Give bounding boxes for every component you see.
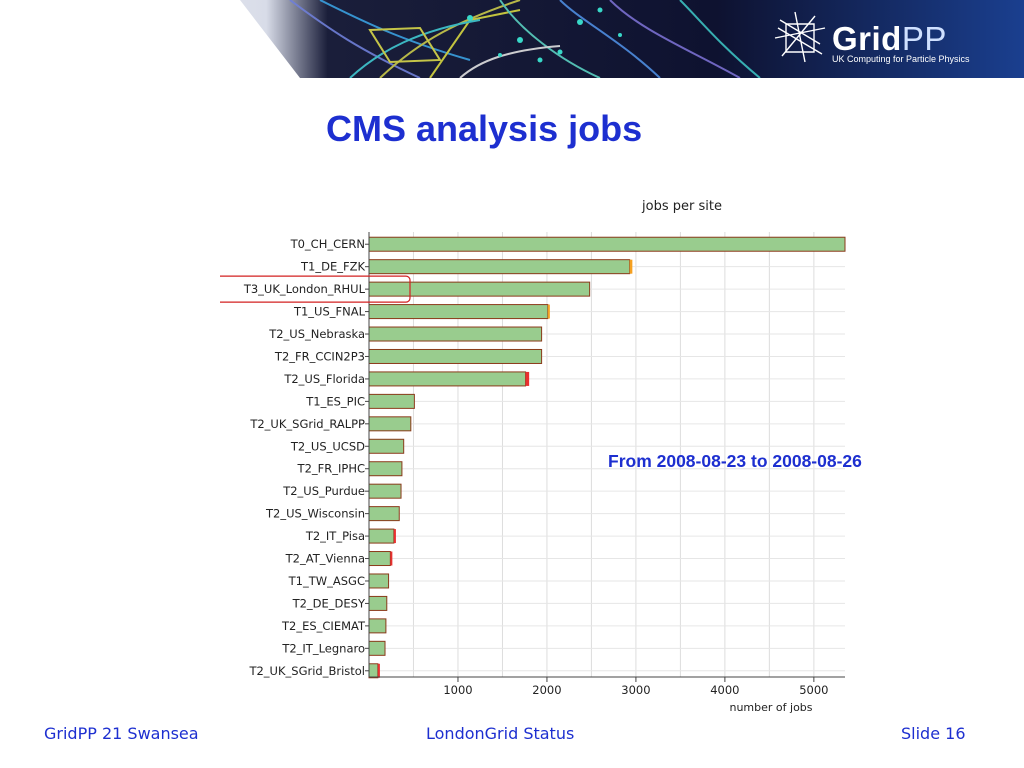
bar-t2-us-purdue [368,483,402,499]
bar-t2-fr-ccin2p3 [368,348,543,364]
bar-t1-tw-asgc [368,573,390,589]
bar-cap-t2-it-pisa [393,529,396,544]
category-label: T1_DE_FZK [300,260,365,274]
chart-x-ticks: 1000 2000 3000 4000 5000 [443,677,829,697]
x-tick-label: 5000 [799,683,828,697]
date-range-note: From 2008-08-23 to 2008-08-26 [608,451,862,471]
category-label: T3_UK_London_RHUL [243,282,366,296]
category-label: T2_ES_CIEMAT [281,619,366,633]
logo-subtitle: UK Computing for Particle Physics [832,54,970,64]
bar-t1-us-fnal [368,304,549,320]
bar-t0-ch-cern [368,236,846,252]
category-label: T2_DE_DESY [292,596,366,610]
highlight-box [220,275,411,303]
bar-cap-t2-us-florida [525,371,530,386]
chart-x-axis-label: number of jobs [729,701,812,714]
bar-t1-es-pic [368,393,415,409]
category-label: T2_AT_Vienna [285,552,365,566]
bar-t2-us-ucsd [368,438,405,454]
category-label: T0_CH_CERN [290,237,365,251]
category-label: T2_FR_IPHC [297,462,365,476]
bar-t2-fr-iphc [368,461,403,477]
x-tick-label: 3000 [621,683,650,697]
footer-event: GridPP 21 Swansea [44,724,199,743]
bar-t2-de-desy [368,595,388,611]
category-label: T2_US_Nebraska [268,327,365,341]
chart-title: jobs per site [641,199,722,214]
category-label: T2_US_Purdue [282,484,365,498]
bar-t2-uk-sgrid-ralpp [368,416,412,432]
slide-title: CMS analysis jobs [326,108,643,149]
bar-t3-uk-london-rhul [368,281,591,297]
x-tick-label: 4000 [710,683,739,697]
category-label: T2_FR_CCIN2P3 [274,349,365,363]
x-tick-label: 2000 [532,683,561,697]
category-label: T2_UK_SGrid_Bristol [248,664,365,678]
x-tick-label: 1000 [443,683,472,697]
bar-t2-at-vienna [368,551,391,567]
bar-t1-de-fzk [368,259,631,275]
bar-t2-it-legnaro [368,640,386,656]
bar-cap-t1-de-fzk [629,259,633,274]
bar-t2-us-wisconsin [368,506,400,522]
category-label: T1_TW_ASGC [288,574,365,588]
category-label: T2_IT_Pisa [305,529,365,543]
bar-cap-t2-at-vienna [390,551,393,566]
bar-t2-it-pisa [368,528,395,544]
bar-t2-us-nebraska [368,326,543,342]
category-label: T2_US_UCSD [290,439,365,453]
gridpp-logo-icon [774,11,826,63]
footer-slide-number: Slide 16 [901,724,966,743]
footer-section: LondonGrid Status [426,724,575,743]
bar-t2-es-ciemat [368,618,387,634]
logo-wordmark: GridPP [832,20,947,57]
category-label: T2_IT_Legnaro [281,641,365,655]
bar-t2-us-florida [368,371,527,387]
chart-category-labels: T0_CH_CERN T1_DE_FZK T3_UK_London_RHUL T1_U… [243,237,369,678]
category-label: T1_ES_PIC [305,394,365,408]
category-label: T2_US_Florida [283,372,365,386]
category-label: T2_US_Wisconsin [265,507,365,521]
category-label: T1_US_FNAL [293,305,366,319]
jobs-per-site-chart: jobs per site T0_CH_CERN T1_DE_FZK T3_UK_L… [220,199,846,714]
banner-graphic [0,0,1024,78]
header-banner [0,0,1024,78]
bar-cap-t2-uk-sgrid-bristol [377,663,380,678]
category-label: T2_UK_SGrid_RALPP [249,417,365,431]
bar-cap-t1-us-fnal [547,304,550,319]
bar-t2-uk-sgrid-bristol [368,663,379,679]
